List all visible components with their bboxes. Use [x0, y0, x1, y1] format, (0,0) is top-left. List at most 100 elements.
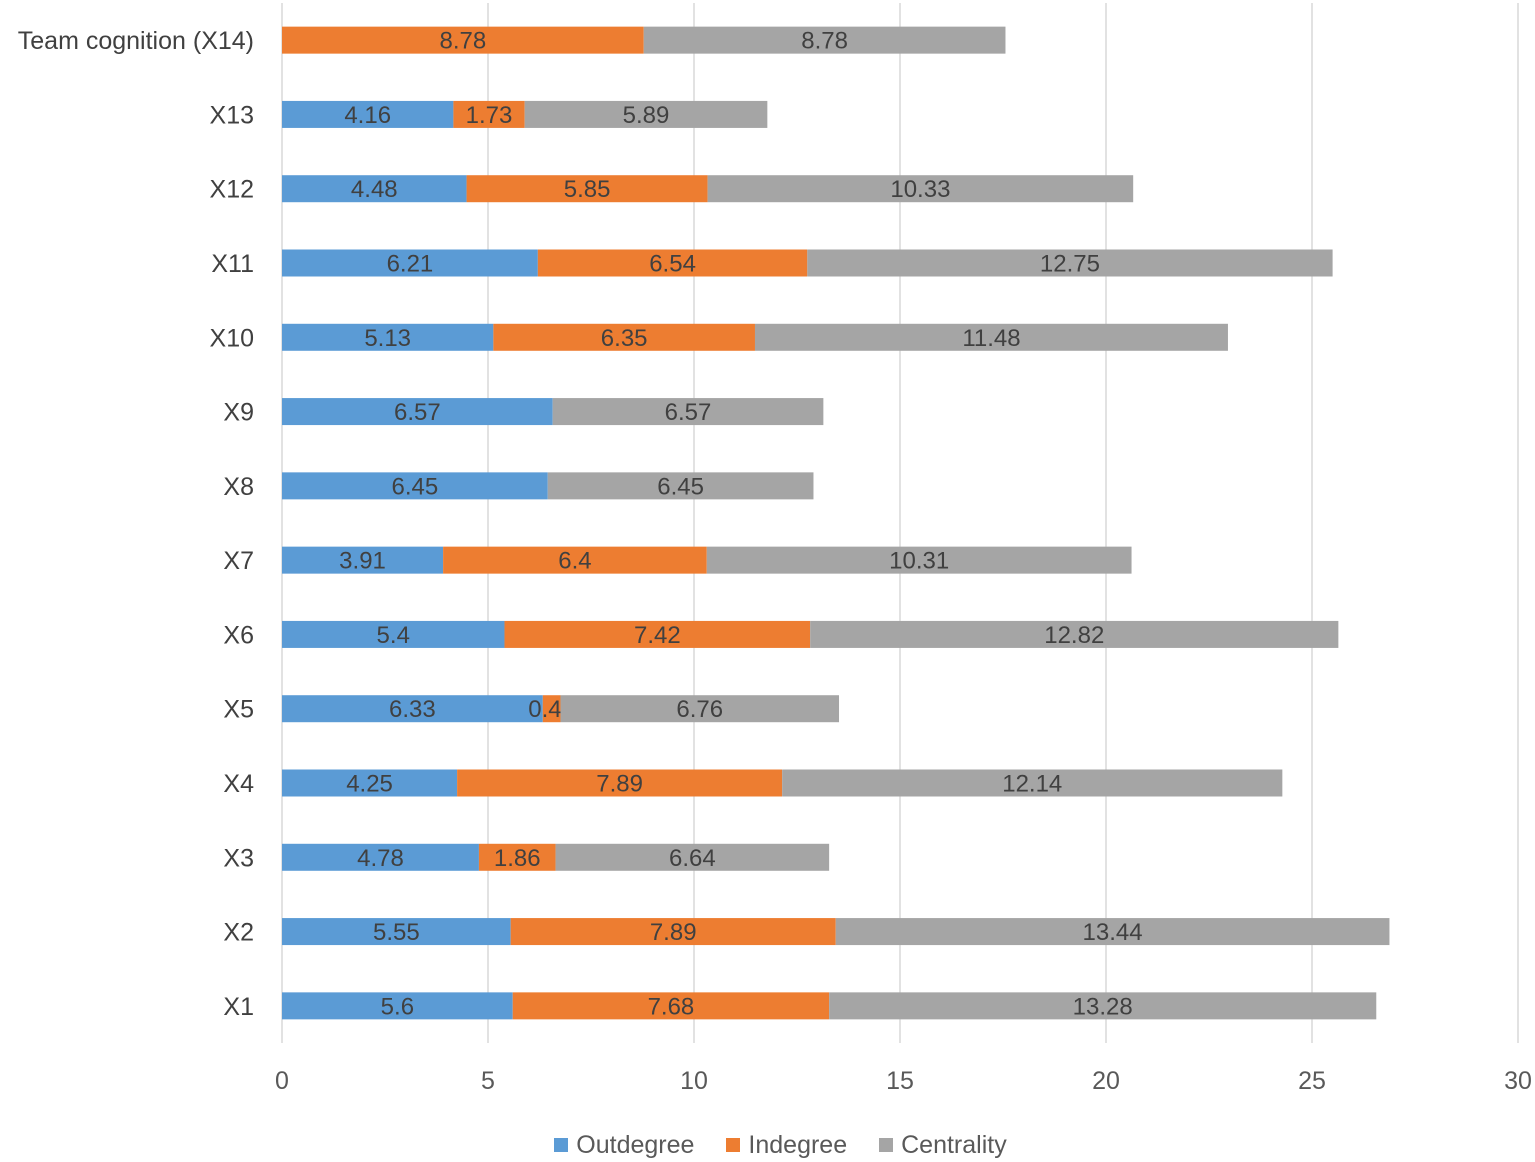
data-label-indegree: 7.89 [596, 771, 643, 798]
x-tick-label: 30 [1504, 1067, 1532, 1095]
category-label: X13 [210, 101, 254, 129]
bar-segment-centrality [547, 472, 814, 500]
category-label: X4 [223, 770, 254, 798]
bar-segment-outdegree [282, 546, 444, 574]
data-label-centrality: 12.82 [1044, 622, 1104, 649]
bar-segment-centrality [555, 843, 830, 871]
category-label: X12 [210, 176, 254, 204]
legend-item-centrality: Centrality [879, 1131, 1007, 1160]
data-label-indegree: 7.42 [634, 622, 681, 649]
data-label-outdegree: 5.6 [381, 993, 414, 1020]
data-label-centrality: 6.76 [676, 696, 723, 723]
bar-segment-indegree [282, 26, 644, 54]
legend-label-centrality: Centrality [901, 1130, 1007, 1159]
category-label: X10 [210, 324, 254, 352]
legend-item-outdegree: Outdegree [554, 1131, 694, 1160]
bar-segment-outdegree [282, 175, 467, 203]
data-label-centrality: 13.28 [1073, 993, 1133, 1020]
data-label-outdegree: 6.33 [389, 696, 436, 723]
data-label-centrality: 6.57 [665, 399, 712, 426]
legend-item-indegree: Indegree [726, 1131, 847, 1160]
bar-segment-centrality [835, 918, 1390, 946]
data-label-indegree: 8.78 [440, 28, 487, 55]
category-label: X6 [223, 621, 254, 649]
bar-segment-indegree [504, 620, 811, 648]
x-tick-label: 5 [481, 1067, 495, 1095]
bar-segment-centrality [552, 398, 824, 426]
data-label-centrality: 8.78 [801, 28, 848, 55]
bar-segment-outdegree [282, 918, 511, 946]
data-label-outdegree: 6.45 [392, 473, 439, 500]
legend-label-outdegree: Outdegree [576, 1130, 695, 1159]
bar-segment-centrality [643, 26, 1006, 54]
data-label-indegree: 5.85 [564, 176, 611, 203]
bar-segment-outdegree [282, 472, 548, 500]
data-label-centrality: 12.14 [1002, 771, 1062, 798]
data-label-indegree: 7.89 [650, 919, 697, 946]
x-tick-label: 25 [1298, 1067, 1326, 1095]
x-tick-label: 10 [680, 1067, 708, 1095]
bar-segment-centrality [782, 769, 1283, 797]
data-label-centrality: 12.75 [1040, 251, 1100, 278]
category-label: Team cognition (X14) [18, 27, 254, 55]
chart-legend: Outdegree Indegree Centrality [0, 1128, 1535, 1162]
data-label-indegree: 1.73 [466, 102, 513, 129]
category-label: X2 [223, 919, 254, 947]
data-label-outdegree: 6.57 [394, 399, 441, 426]
bar-segment-outdegree [282, 249, 538, 277]
category-label: X1 [223, 993, 254, 1021]
category-label: X5 [223, 696, 254, 724]
legend-swatch-outdegree [554, 1138, 569, 1152]
x-tick-label: 0 [275, 1067, 289, 1095]
data-label-outdegree: 5.55 [373, 919, 420, 946]
x-tick-label: 15 [886, 1067, 914, 1095]
data-label-indegree: 1.86 [494, 845, 541, 872]
bar-segment-centrality [706, 546, 1132, 574]
data-label-indegree: 6.54 [649, 251, 696, 278]
data-label-outdegree: 3.91 [339, 548, 386, 575]
data-label-outdegree: 4.48 [351, 176, 398, 203]
category-label: X7 [223, 547, 254, 575]
data-label-centrality: 11.48 [962, 325, 1020, 352]
data-label-outdegree: 5.13 [364, 325, 411, 352]
data-label-centrality: 6.64 [669, 845, 716, 872]
bar-segment-centrality [560, 695, 840, 723]
bar-segment-outdegree [282, 695, 543, 723]
data-label-centrality: 13.44 [1083, 919, 1143, 946]
bar-segment-centrality [707, 175, 1134, 203]
bar-segment-indegree [453, 100, 525, 128]
bar-segment-indegree [510, 918, 836, 946]
legend-swatch-indegree [726, 1138, 741, 1152]
data-label-centrality: 10.33 [890, 176, 950, 203]
bar-segment-centrality [754, 323, 1228, 351]
bar-segment-outdegree [282, 398, 553, 426]
data-label-indegree: 7.68 [648, 993, 695, 1020]
category-label: X3 [223, 844, 254, 872]
legend-swatch-centrality [879, 1138, 894, 1152]
bar-segment-indegree [537, 249, 808, 277]
data-label-outdegree: 4.16 [344, 102, 391, 129]
data-label-indegree: 6.4 [558, 548, 591, 575]
category-label: X8 [223, 473, 254, 501]
bar-segment-outdegree [282, 100, 454, 128]
bar-segment-outdegree [282, 323, 494, 351]
bar-segment-centrality [524, 100, 768, 128]
bar-segment-outdegree [282, 769, 458, 797]
bar-segment-centrality [829, 992, 1377, 1020]
category-label: X9 [223, 399, 254, 427]
bar-segment-outdegree [282, 620, 505, 648]
bar-segment-outdegree [282, 843, 479, 871]
x-tick-label: 20 [1092, 1067, 1120, 1095]
bar-segment-centrality [810, 620, 1339, 648]
data-label-outdegree: 5.4 [377, 622, 410, 649]
data-label-outdegree: 4.78 [357, 845, 404, 872]
bar-segment-indegree [493, 323, 755, 351]
bar-segment-outdegree [282, 992, 513, 1020]
data-label-outdegree: 4.25 [346, 771, 393, 798]
data-label-centrality: 6.45 [657, 473, 704, 500]
bar-segment-indegree [457, 769, 783, 797]
bar-segment-indegree [466, 175, 708, 203]
data-label-centrality: 10.31 [889, 548, 949, 575]
bar-segment-centrality [807, 249, 1333, 277]
